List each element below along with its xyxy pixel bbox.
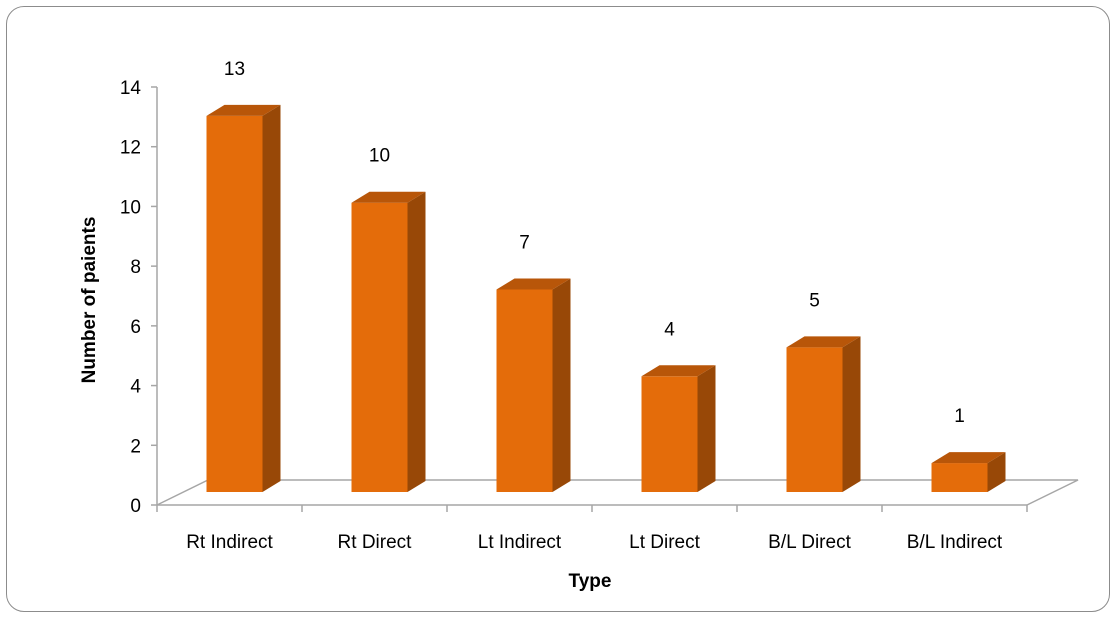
y-tick-label: 6 <box>130 317 141 338</box>
bar <box>496 278 571 492</box>
y-tick-label: 4 <box>130 377 141 398</box>
bar-top <box>496 278 571 290</box>
data-label: 7 <box>519 233 530 254</box>
bar-top <box>206 104 281 116</box>
x-tick-label: Lt Indirect <box>478 532 562 553</box>
x-tick-label: Rt Indirect <box>186 532 273 553</box>
bar-front <box>641 376 698 492</box>
bar-top <box>641 365 716 377</box>
y-axis-title: Number of paients <box>79 217 100 384</box>
y-tick-label: 12 <box>120 138 141 159</box>
bar <box>786 336 861 492</box>
chart-bars <box>206 104 1006 492</box>
data-label: 10 <box>369 146 390 167</box>
bar <box>351 191 426 492</box>
bar-side <box>842 336 861 492</box>
y-tick-label: 2 <box>130 436 141 457</box>
x-tick-label: B/L Direct <box>768 532 851 553</box>
x-tick-label: Lt Direct <box>629 532 700 553</box>
bar-front <box>206 115 263 492</box>
y-tick-label: 14 <box>120 78 142 99</box>
x-tick-label: Rt Direct <box>338 532 413 553</box>
x-axis-title: Type <box>569 571 612 592</box>
bar-top <box>931 452 1006 464</box>
data-label: 13 <box>224 59 245 80</box>
bar-front <box>786 347 843 492</box>
bar-top <box>351 191 426 203</box>
bar-top <box>786 336 861 348</box>
y-tick-label: 0 <box>130 496 141 517</box>
x-tick-label: B/L Indirect <box>907 532 1003 553</box>
y-tick-label: 10 <box>120 197 141 218</box>
bar <box>931 452 1006 492</box>
bar-side <box>552 278 571 492</box>
data-label: 1 <box>954 406 965 427</box>
bar <box>641 365 716 492</box>
data-label: 4 <box>664 319 675 340</box>
y-tick-label: 8 <box>130 257 141 278</box>
bar-front <box>931 463 988 492</box>
bar-front <box>496 289 553 492</box>
data-label: 5 <box>809 290 820 311</box>
bar-front <box>351 202 408 492</box>
chart-labels: 13 Rt Indirect 10 Rt Direct 7 Lt Indirect 4 Lt … <box>186 59 1003 553</box>
bar-side <box>697 365 716 492</box>
bar <box>206 104 281 492</box>
bar-side <box>262 104 281 492</box>
bar-side <box>407 191 426 492</box>
bar-side <box>987 452 1006 492</box>
